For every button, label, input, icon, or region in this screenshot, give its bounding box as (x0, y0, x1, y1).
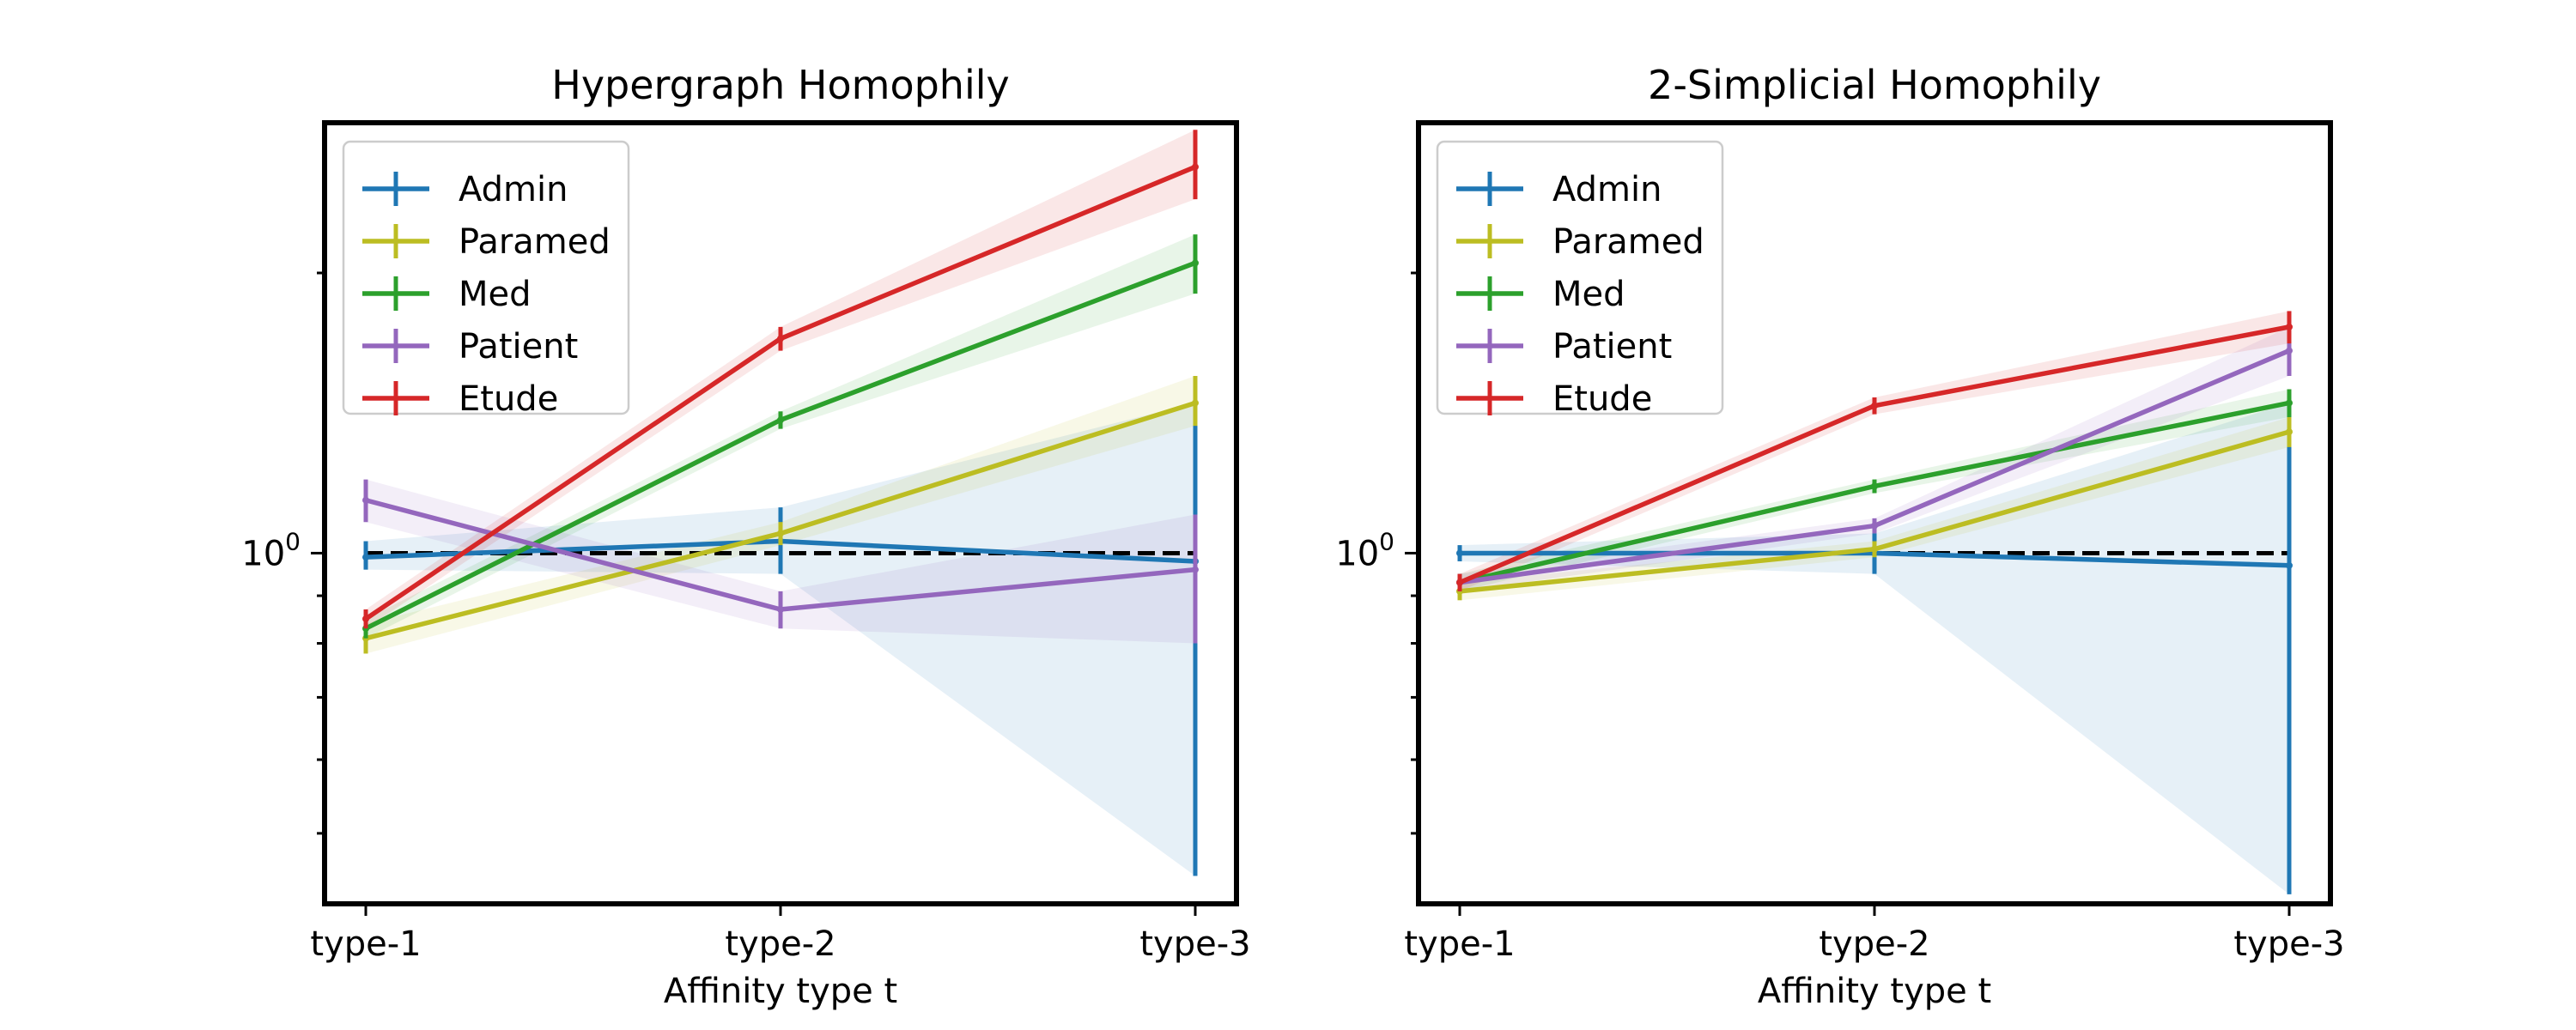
x-axis-label: Affinity type t (664, 972, 897, 1011)
data-point-etude (362, 615, 369, 622)
data-point-admin (2286, 561, 2293, 569)
data-point-patient (777, 606, 784, 614)
data-point-patient (1192, 566, 1199, 573)
x-tick-label: type-2 (1819, 924, 1929, 964)
x-tick-label: type-1 (310, 924, 421, 964)
legend-label-patient: Patient (459, 327, 578, 367)
chart-title: 2-Simplicial Homophily (1648, 62, 2101, 108)
x-tick-label: type-3 (2233, 924, 2344, 964)
data-point-paramed (777, 530, 784, 537)
data-point-paramed (1871, 545, 1878, 553)
legend-label-admin: Admin (1552, 170, 1662, 209)
band-med (366, 234, 1195, 639)
y-tick-label: 100 (1335, 527, 1394, 573)
legend-label-paramed: Paramed (1552, 222, 1704, 262)
data-point-patient (362, 496, 369, 504)
data-point-patient (1871, 522, 1878, 530)
data-point-paramed (1192, 399, 1199, 407)
legend-label-admin: Admin (459, 170, 568, 209)
legend-label-etude: Etude (459, 379, 558, 419)
data-point-med (1871, 482, 1878, 490)
data-point-med (777, 416, 784, 424)
data-point-etude (777, 335, 784, 342)
data-point-paramed (2286, 428, 2293, 436)
data-point-admin (1456, 549, 1463, 557)
x-tick-label: type-1 (1404, 924, 1515, 964)
data-point-etude (1871, 402, 1878, 409)
legend-label-med: Med (459, 275, 532, 314)
chart-panel-1: Hypergraph Homophily type-1 type-2 type-3 Af… (241, 62, 1250, 1011)
legend-label-med: Med (1552, 275, 1625, 314)
data-point-etude (1456, 579, 1463, 586)
band-etude (1460, 311, 2289, 591)
data-point-med (2286, 399, 2293, 407)
chart-panel-2: 2-Simplicial Homophily type-1 type-2 type-3… (1335, 62, 2344, 1011)
chart-title: Hypergraph Homophily (551, 62, 1010, 108)
band-admin (1460, 403, 2289, 894)
x-axis-label: Affinity type t (1758, 972, 1991, 1011)
data-point-med (1192, 259, 1199, 267)
legend-label-patient: Patient (1552, 327, 1672, 367)
data-point-admin (362, 554, 369, 561)
x-tick-label: type-2 (725, 924, 835, 964)
band-admin (366, 403, 1195, 876)
data-point-etude (2286, 323, 2293, 330)
data-point-patient (2286, 347, 2293, 354)
legend-label-etude: Etude (1552, 379, 1652, 419)
band-patient (366, 479, 1195, 644)
data-point-etude (1192, 163, 1199, 171)
x-tick-label: type-3 (1139, 924, 1250, 964)
legend-label-paramed: Paramed (459, 222, 611, 262)
y-tick-label: 100 (241, 527, 301, 573)
